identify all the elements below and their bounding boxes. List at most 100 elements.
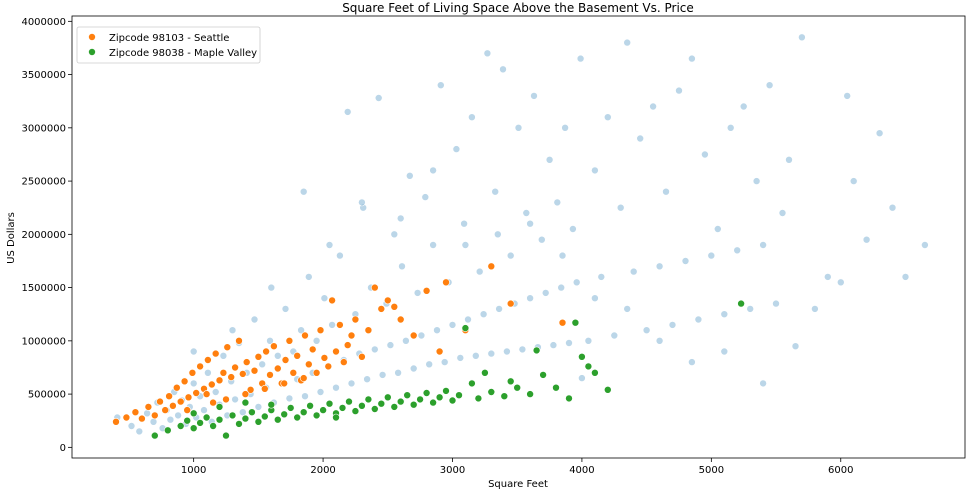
y-tick-label: 2000000 [21,230,66,241]
point-maple-valley-15 [260,412,269,421]
point-all-listings-108 [553,198,562,207]
point-all-listings-146 [785,156,793,164]
point-all-listings-79 [440,358,449,366]
point-all-listings-131 [688,54,696,63]
point-all-listings-115 [584,336,593,345]
chart-title: Square Feet of Living Space Above the Ba… [342,1,694,15]
point-all-listings-139 [739,102,748,111]
point-all-listings-52 [336,251,344,260]
point-all-listings-48 [320,294,329,303]
y-tick-label: 500000 [28,390,66,401]
point-all-listings-168 [526,219,534,228]
point-seattle-40 [289,368,298,377]
point-all-listings-137 [726,124,735,132]
point-all-listings-145 [778,209,787,217]
point-maple-valley-59 [571,318,580,327]
point-all-listings-156 [901,273,910,281]
point-all-listings-123 [636,134,645,143]
point-seattle-79 [209,398,217,407]
point-seattle-21 [215,376,224,385]
point-seattle-19 [208,380,216,389]
point-all-listings-34 [266,336,274,345]
point-all-listings-27 [239,408,247,417]
point-all-listings-46 [312,336,321,345]
point-all-listings-176 [791,342,800,351]
point-all-listings-109 [557,283,566,292]
point-all-listings-136 [720,310,729,319]
point-seattle-41 [293,351,302,360]
point-all-listings-172 [655,336,664,345]
point-all-listings-43 [301,392,309,401]
point-maple-valley-44 [448,396,457,405]
point-maple-valley-10 [228,411,237,420]
point-all-listings-144 [772,299,780,308]
point-all-listings-155 [888,203,897,212]
point-seattle-26 [235,336,243,345]
point-maple-valley-45 [455,391,463,400]
point-maple-valley-14 [254,417,263,426]
point-seattle-36 [273,364,282,373]
point-all-listings-38 [281,305,290,313]
point-seattle-1 [122,413,131,422]
point-seattle-75 [260,384,269,393]
point-all-listings-164 [396,214,405,223]
point-all-listings-174 [720,347,729,356]
point-all-listings-72 [413,289,422,297]
point-maple-valley-62 [591,368,599,377]
point-seattle-6 [156,397,164,406]
point-all-listings-163 [358,198,366,207]
point-all-listings-101 [526,294,534,303]
point-maple-valley-11 [235,420,243,428]
point-all-listings-47 [316,388,325,396]
point-seattle-69 [487,262,496,271]
point-all-listings-169 [558,251,567,260]
point-all-listings-83 [456,354,465,362]
y-tick-label: 1500000 [21,283,66,294]
point-all-listings-85 [464,315,472,324]
point-seattle-52 [336,321,344,329]
point-seattle-7 [161,406,169,414]
point-all-listings-93 [495,305,503,313]
point-seattle-11 [176,397,185,406]
point-all-listings-30 [250,315,259,324]
point-all-listings-106 [545,156,554,164]
point-all-listings-20 [211,388,220,396]
point-all-listings-113 [572,278,581,287]
point-all-listings-67 [394,368,402,377]
x-tick-label: 1000 [181,465,206,476]
point-seattle-38 [281,356,290,364]
point-seattle-56 [351,315,360,324]
point-seattle-33 [262,347,270,356]
x-tick-label: 2000 [310,465,335,476]
y-tick-label: 1000000 [21,336,66,347]
point-seattle-0 [112,417,120,426]
point-seattle-10 [173,383,181,392]
point-all-listings-167 [493,230,502,239]
point-all-listings-140 [746,305,755,313]
point-maple-valley-24 [319,406,327,414]
point-all-listings-166 [461,241,470,249]
point-seattle-3 [138,414,146,423]
point-all-listings-69 [402,336,410,345]
point-maple-valley-55 [532,346,541,355]
point-all-listings-104 [537,235,546,244]
point-maple-valley-42 [435,393,444,402]
point-maple-valley-69 [332,413,340,422]
legend-label-maple-valley: Zipcode 98038 - Maple Valley [109,48,257,59]
point-all-listings-173 [688,358,696,366]
point-maple-valley-7 [209,422,217,430]
point-all-listings-86 [468,113,476,121]
point-maple-valley-18 [280,410,289,419]
point-seattle-20 [211,349,220,358]
point-maple-valley-61 [584,362,593,371]
point-maple-valley-58 [565,394,573,403]
point-maple-valley-39 [416,395,424,404]
point-maple-valley-33 [377,399,386,408]
point-seattle-65 [422,286,431,295]
point-maple-valley-37 [403,391,412,400]
point-seattle-54 [343,341,352,349]
point-all-listings-90 [483,49,492,58]
point-all-listings-138 [733,246,742,255]
point-seattle-57 [358,352,366,361]
point-all-listings-17 [200,406,208,414]
